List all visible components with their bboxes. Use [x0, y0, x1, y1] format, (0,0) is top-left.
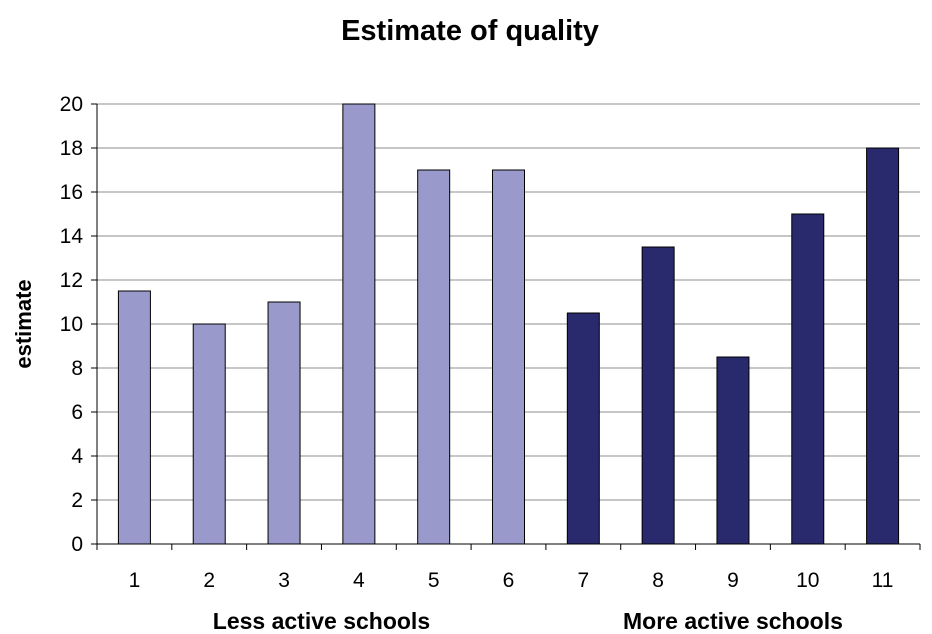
y-axis-label: estimate — [11, 279, 36, 368]
bar-6 — [492, 169, 525, 545]
y-tick-label: 8 — [71, 357, 83, 380]
x-tick-label-2: 2 — [203, 569, 215, 592]
bar-4 — [342, 103, 376, 545]
y-tick-label: 0 — [71, 533, 83, 556]
group-label-2: More active schools — [623, 608, 843, 634]
bar-11 — [866, 147, 900, 545]
x-tick-label-1: 1 — [129, 569, 141, 592]
y-tick-label: 10 — [60, 313, 83, 336]
bar-10 — [791, 213, 825, 545]
bar-9 — [716, 356, 750, 545]
x-tick-label-5: 5 — [428, 569, 440, 592]
bar-3 — [267, 301, 301, 545]
bar-2 — [192, 323, 226, 545]
x-tick-label-3: 3 — [278, 569, 290, 592]
x-tick-label-4: 4 — [353, 569, 365, 592]
chart-title: Estimate of quality — [341, 15, 599, 47]
y-tick-label: 16 — [60, 181, 83, 204]
x-tick-label-10: 10 — [796, 569, 819, 592]
y-tick-label: 14 — [60, 225, 84, 248]
x-tick-label-8: 8 — [652, 569, 664, 592]
y-tick-label: 12 — [60, 269, 83, 292]
bar-1 — [117, 290, 151, 545]
axes — [91, 103, 921, 550]
group-label-1: Less active schools — [213, 608, 430, 634]
x-tick-label-9: 9 — [727, 569, 739, 592]
bar-7 — [566, 312, 600, 545]
x-tick-label-11: 11 — [872, 569, 894, 592]
y-tick-label: 4 — [71, 445, 83, 468]
y-tick-label: 6 — [71, 401, 83, 424]
bar-5 — [417, 169, 451, 545]
bar-8 — [641, 246, 675, 545]
y-tick-label: 18 — [60, 137, 83, 160]
x-tick-label-6: 6 — [503, 569, 515, 592]
y-tick-label: 2 — [71, 489, 83, 512]
x-tick-label-7: 7 — [577, 569, 589, 592]
y-tick-label: 20 — [60, 93, 83, 116]
